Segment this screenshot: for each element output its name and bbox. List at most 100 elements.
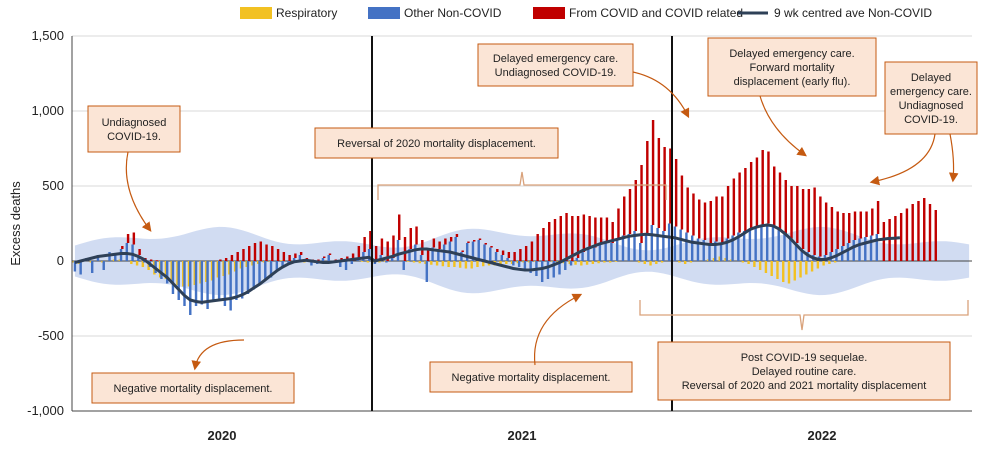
bar-other-non-covid <box>610 243 613 261</box>
bar-respiratory <box>568 261 571 264</box>
bar-covid <box>680 175 684 230</box>
bar-covid <box>357 246 361 258</box>
bar-other-non-covid <box>212 261 215 302</box>
bar-covid <box>467 241 470 243</box>
bar-other-non-covid <box>483 244 486 261</box>
bar-other-non-covid <box>517 261 521 267</box>
bar-respiratory <box>678 261 681 263</box>
bar-covid <box>444 238 447 245</box>
bar-respiratory <box>458 261 462 268</box>
bar-respiratory <box>464 261 468 269</box>
bar-covid <box>571 216 574 261</box>
annotation-arrow <box>191 339 245 371</box>
bar-covid <box>778 172 782 230</box>
bar-other-non-covid <box>737 232 740 261</box>
bar-covid <box>155 260 159 261</box>
bar-respiratory <box>649 261 652 266</box>
bar-other-non-covid <box>292 258 296 261</box>
legend-swatch-covid <box>533 7 565 19</box>
bar-respiratory <box>597 261 600 264</box>
bar-other-non-covid <box>390 258 394 261</box>
bar-covid <box>628 189 632 234</box>
bar-respiratory <box>482 261 485 267</box>
bar-respiratory <box>366 261 370 263</box>
bar-other-non-covid <box>194 261 198 306</box>
legend-label-average: 9 wk centred ave Non-COVID <box>774 6 932 20</box>
bar-covid <box>698 199 701 239</box>
bar-other-non-covid <box>471 241 475 261</box>
y-tick-label: -500 <box>38 328 64 343</box>
legend-swatch-other_non_covid <box>368 7 400 19</box>
bar-respiratory <box>257 261 260 264</box>
bar-other-non-covid <box>321 258 325 261</box>
bar-covid <box>565 213 568 261</box>
bar-other-non-covid <box>269 261 273 278</box>
bar-other-non-covid <box>858 238 861 261</box>
bar-other-non-covid <box>667 223 671 261</box>
bar-other-non-covid <box>171 261 175 294</box>
bar-respiratory <box>130 261 133 264</box>
annotation-text: Forward mortality <box>750 62 835 74</box>
annotation-box-ann7 <box>429 361 633 393</box>
bar-other-non-covid <box>783 234 786 261</box>
bar-covid <box>876 201 880 234</box>
bar-respiratory <box>499 261 502 265</box>
x-tick-label-2021: 2021 <box>508 428 537 443</box>
bar-respiratory <box>118 259 121 261</box>
bar-respiratory <box>574 261 577 265</box>
bar-covid <box>536 234 539 261</box>
bar-respiratory <box>770 261 773 276</box>
legend-label-respiratory: Respiratory <box>276 6 337 20</box>
bar-covid <box>490 246 493 248</box>
bar-covid <box>594 217 597 248</box>
bar-respiratory <box>228 261 231 275</box>
y-axis-label: Excess deaths <box>8 181 23 266</box>
y-tick-label: 1,000 <box>31 103 64 118</box>
bar-other-non-covid <box>206 261 209 309</box>
bar-respiratory <box>580 261 583 266</box>
bar-other-non-covid <box>644 234 648 261</box>
bar-respiratory <box>453 261 456 267</box>
bar-other-non-covid <box>114 255 117 261</box>
legend-label-covid: From COVID and COVID related <box>569 6 743 20</box>
bar-covid <box>599 217 603 245</box>
bar-other-non-covid <box>90 261 94 273</box>
bar-other-non-covid <box>696 238 700 261</box>
bar-respiratory <box>833 261 837 263</box>
bar-other-non-covid <box>419 255 423 261</box>
bar-covid <box>449 237 453 242</box>
annotation-text: Undiagnosed COVID-19. <box>495 67 617 79</box>
bar-covid <box>576 216 580 258</box>
bar-respiratory <box>747 261 750 264</box>
annotation-box-ann4 <box>707 37 877 97</box>
bar-covid <box>669 148 672 224</box>
bar-covid <box>432 238 436 248</box>
bar-covid <box>473 240 476 242</box>
annotation-text: Negative mortality displacement. <box>452 372 611 384</box>
bar-respiratory <box>683 261 687 264</box>
annotation-text: Negative mortality displacement. <box>114 383 273 395</box>
bar-other-non-covid <box>627 234 630 261</box>
bar-covid <box>530 241 534 261</box>
bar-covid <box>299 252 303 255</box>
y-tick-label: -1,000 <box>27 403 64 418</box>
bar-other-non-covid <box>581 252 584 261</box>
bar-other-non-covid <box>367 249 371 261</box>
bar-other-non-covid <box>454 237 457 261</box>
bar-other-non-covid <box>708 243 711 261</box>
bar-respiratory <box>585 261 589 265</box>
bar-other-non-covid <box>160 261 163 279</box>
bar-covid <box>149 259 153 261</box>
bar-respiratory <box>412 261 416 263</box>
bar-other-non-covid <box>869 235 873 261</box>
bar-covid <box>415 226 418 245</box>
bar-covid <box>259 241 262 261</box>
bar-other-non-covid <box>650 225 654 261</box>
bar-respiratory <box>730 259 733 261</box>
bar-covid <box>761 150 764 225</box>
bar-other-non-covid <box>771 226 775 261</box>
bar-respiratory <box>187 261 191 287</box>
bar-other-non-covid <box>177 261 180 300</box>
annotation-text: Reversal of 2020 and 2021 mortality disp… <box>682 380 927 392</box>
series-line-9wk-average <box>74 223 901 304</box>
